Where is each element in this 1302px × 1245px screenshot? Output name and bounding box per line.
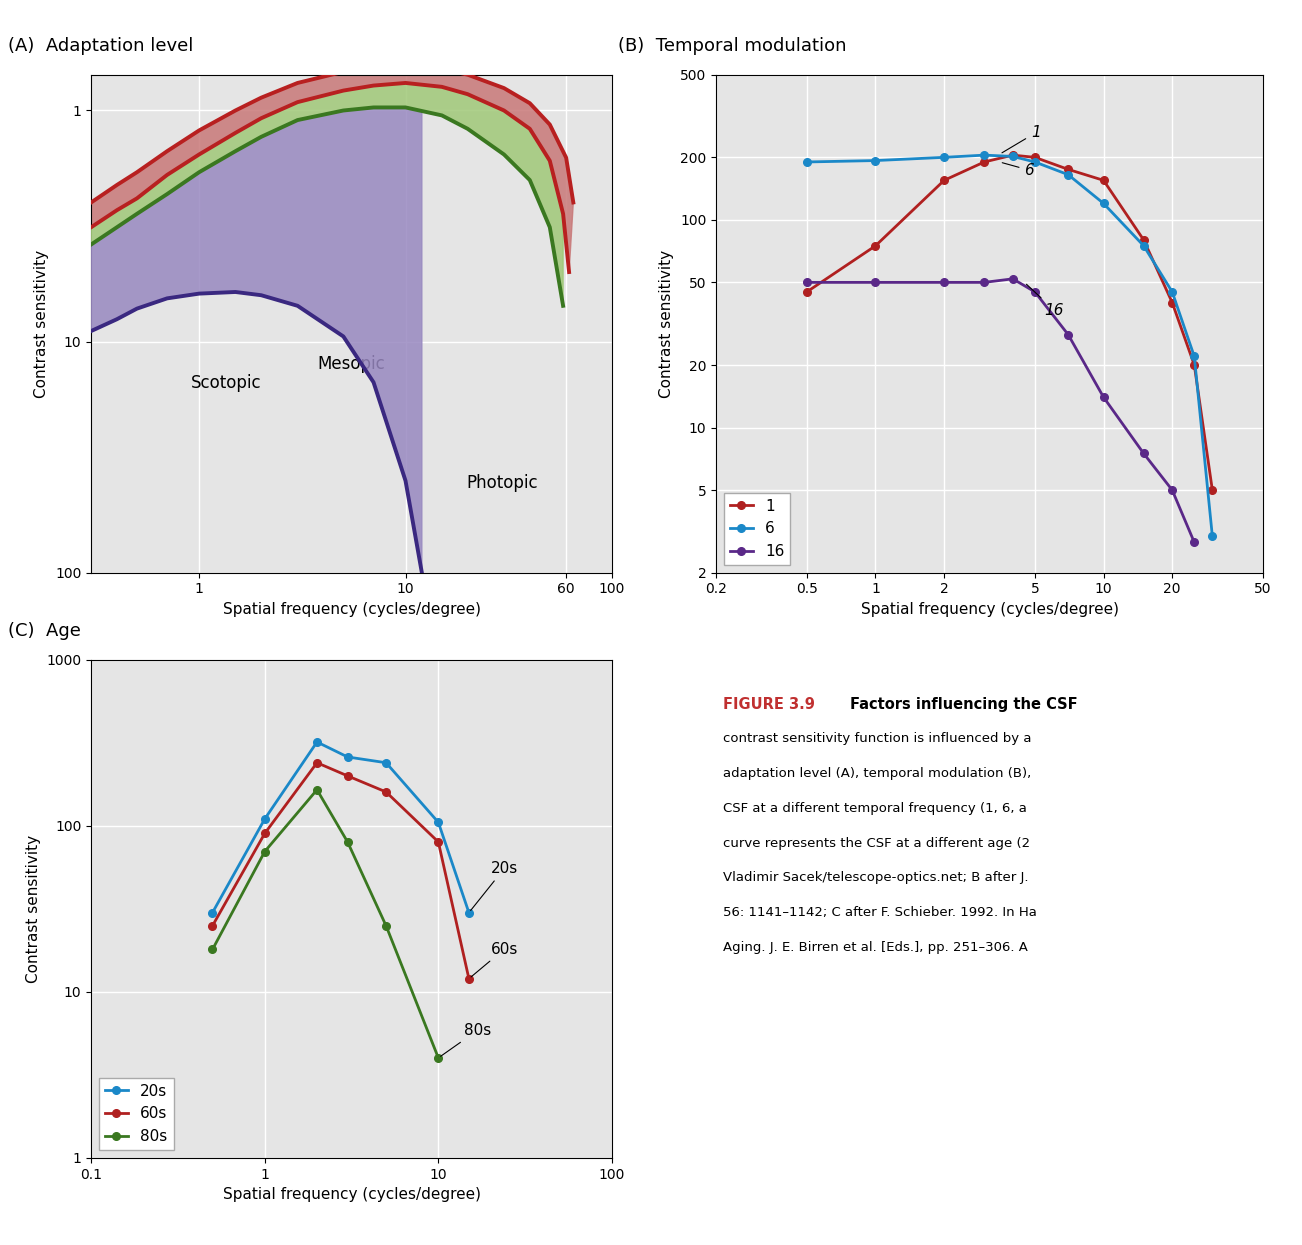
16 xyxy=(1060,327,1075,342)
Y-axis label: Contrast sensitivity: Contrast sensitivity xyxy=(26,835,40,982)
6 xyxy=(1135,238,1151,253)
60s xyxy=(256,825,272,840)
1 xyxy=(1005,148,1021,163)
Legend: 1, 6, 16: 1, 6, 16 xyxy=(724,493,790,565)
16 xyxy=(1164,483,1180,498)
Text: adaptation level (A), temporal modulation (B),: adaptation level (A), temporal modulatio… xyxy=(723,767,1031,779)
20s xyxy=(204,905,220,920)
6 xyxy=(1060,167,1075,182)
Line: 20s: 20s xyxy=(208,738,473,916)
60s xyxy=(461,971,477,986)
1 xyxy=(976,154,992,169)
Text: Photopic: Photopic xyxy=(466,474,538,492)
Line: 16: 16 xyxy=(803,275,1198,547)
6 xyxy=(1005,149,1021,164)
20s xyxy=(461,905,477,920)
20s xyxy=(340,749,355,764)
6 xyxy=(867,153,883,168)
Text: contrast sensitivity function is influenced by a: contrast sensitivity function is influen… xyxy=(723,732,1031,745)
20s xyxy=(309,735,324,749)
Text: Mesopic: Mesopic xyxy=(318,355,385,372)
16 xyxy=(799,275,815,290)
Text: (A)  Adaptation level: (A) Adaptation level xyxy=(8,37,193,55)
1 xyxy=(1096,173,1112,188)
Polygon shape xyxy=(91,107,422,573)
Text: 1: 1 xyxy=(1003,126,1040,153)
80s xyxy=(379,919,395,934)
Legend: 20s, 60s, 80s: 20s, 60s, 80s xyxy=(99,1078,173,1150)
16 xyxy=(1005,271,1021,286)
6 xyxy=(1027,154,1043,169)
Text: Aging. J. E. Birren et al. [Eds.], pp. 251–306. A: Aging. J. E. Birren et al. [Eds.], pp. 2… xyxy=(723,941,1027,954)
Text: Vladimir Sacek/telescope-optics.net; B after J.: Vladimir Sacek/telescope-optics.net; B a… xyxy=(723,872,1029,884)
16 xyxy=(1096,390,1112,405)
X-axis label: Spatial frequency (cycles/degree): Spatial frequency (cycles/degree) xyxy=(861,603,1118,618)
60s xyxy=(431,834,447,849)
Text: 80s: 80s xyxy=(440,1023,491,1056)
80s xyxy=(340,834,355,849)
Text: 6: 6 xyxy=(1003,163,1034,178)
80s xyxy=(309,782,324,797)
Text: 20s: 20s xyxy=(470,862,518,910)
Text: 16: 16 xyxy=(1026,284,1064,317)
20s xyxy=(379,756,395,771)
Polygon shape xyxy=(91,66,573,271)
Text: (C)  Age: (C) Age xyxy=(8,622,81,640)
20s xyxy=(256,812,272,827)
60s xyxy=(309,756,324,771)
20s xyxy=(431,815,447,830)
Text: (B)  Temporal modulation: (B) Temporal modulation xyxy=(617,37,846,55)
Text: Factors influencing the CSF: Factors influencing the CSF xyxy=(850,697,1078,712)
80s xyxy=(431,1051,447,1066)
60s xyxy=(204,919,220,934)
1 xyxy=(1027,149,1043,164)
6 xyxy=(1186,349,1202,364)
Line: 80s: 80s xyxy=(208,786,443,1062)
Line: 6: 6 xyxy=(803,152,1216,540)
1 xyxy=(1164,295,1180,310)
16 xyxy=(1135,446,1151,461)
80s xyxy=(204,942,220,957)
6 xyxy=(799,154,815,169)
Text: 56: 1141–1142; C after F. Schieber. 1992. In Ha: 56: 1141–1142; C after F. Schieber. 1992… xyxy=(723,906,1036,919)
6 xyxy=(1204,529,1220,544)
1 xyxy=(1204,483,1220,498)
1 xyxy=(799,284,815,299)
Line: 1: 1 xyxy=(803,152,1216,494)
Text: 60s: 60s xyxy=(471,941,518,977)
X-axis label: Spatial frequency (cycles/degree): Spatial frequency (cycles/degree) xyxy=(223,603,480,618)
Text: FIGURE 3.9: FIGURE 3.9 xyxy=(723,697,820,712)
Y-axis label: Contrast sensitivity: Contrast sensitivity xyxy=(659,250,674,397)
6 xyxy=(936,149,952,164)
60s xyxy=(340,768,355,783)
16 xyxy=(867,275,883,290)
80s xyxy=(256,844,272,859)
Text: CSF at a different temporal frequency (1, 6, a: CSF at a different temporal frequency (1… xyxy=(723,802,1026,814)
16 xyxy=(976,275,992,290)
16 xyxy=(1186,535,1202,550)
1 xyxy=(1135,233,1151,248)
6 xyxy=(976,148,992,163)
Text: curve represents the CSF at a different age (2: curve represents the CSF at a different … xyxy=(723,837,1030,849)
16 xyxy=(936,275,952,290)
Line: 60s: 60s xyxy=(208,759,473,982)
16 xyxy=(1027,284,1043,299)
6 xyxy=(1096,195,1112,210)
1 xyxy=(867,238,883,253)
1 xyxy=(1060,162,1075,177)
Text: Scotopic: Scotopic xyxy=(191,375,262,392)
Y-axis label: Contrast sensitivity: Contrast sensitivity xyxy=(34,250,49,397)
X-axis label: Spatial frequency (cycles/degree): Spatial frequency (cycles/degree) xyxy=(223,1188,480,1203)
6 xyxy=(1164,284,1180,299)
1 xyxy=(1186,357,1202,372)
Polygon shape xyxy=(91,83,562,306)
1 xyxy=(936,173,952,188)
60s xyxy=(379,784,395,799)
